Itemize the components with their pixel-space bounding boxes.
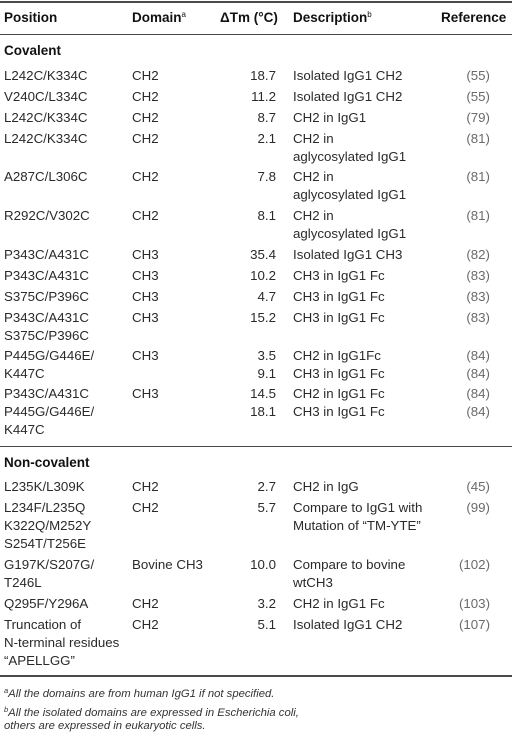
cell-delta-tm: 3.2 [257,596,277,611]
cell-position: S375C/P396C [4,289,90,304]
cell-position: L242C/K334C [4,68,88,83]
bottom-rule [0,675,512,677]
cell-domain: CH2 [132,617,159,632]
cell-reference: (84) (84) [466,386,490,419]
cell-reference: (81) [466,169,490,184]
cell-position: P343C/A431C [4,247,90,262]
cell-position: L242C/K334C [4,131,88,146]
cell-domain: CH3 [132,386,159,401]
cell-description: CH2 in IgG1 Fc [293,596,385,611]
cell-description: CH2 in IgG1 Fc CH3 in IgG1 Fc [293,386,385,419]
header-reference: Reference [441,10,507,25]
cell-domain: Bovine CH3 [132,557,203,572]
cell-position: G197K/S207G/ T246L [4,557,95,590]
header-description: Descriptionb [293,10,372,25]
cell-reference: (45) [466,479,490,494]
cell-reference: (81) [466,208,490,223]
header-position: Position [4,10,58,25]
cell-position: P343C/A431C P445G/G446E/ K447C [4,386,95,437]
cell-delta-tm: 3.5 9.1 [257,348,277,381]
cell-reference: (83) [466,310,490,325]
cell-position: L234F/L235Q K322Q/M252Y S254T/T256E [4,500,92,551]
cell-domain: CH2 [132,131,159,146]
cell-description: Isolated IgG1 CH2 [293,89,403,104]
cell-delta-tm: 14.5 18.1 [250,386,276,419]
cell-description: CH3 in IgG1 Fc [293,289,385,304]
cell-position: P343C/A431C S375C/P396C [4,310,90,343]
cell-domain: CH3 [132,247,159,262]
cell-description: Isolated IgG1 CH3 [293,247,403,262]
cell-position: R292C/V302C [4,208,90,223]
cell-delta-tm: 8.7 [257,110,277,125]
cell-domain: CH3 [132,289,159,304]
cell-reference: (83) [466,268,490,283]
cell-description: CH2 in aglycosylated IgG1 [293,169,407,202]
cell-position: Truncation of N-terminal residues “APELL… [4,617,120,668]
cell-description: Compare to IgG1 with Mutation of “TM-YTE… [293,500,423,533]
cell-position: Q295F/Y296A [4,596,89,611]
footnote-b-continued: others are expressed in eukaryotic cells… [4,720,206,732]
cell-description: Isolated IgG1 CH2 [293,617,403,632]
cell-reference: (82) [466,247,490,262]
cell-delta-tm: 2.1 [257,131,277,146]
cell-reference: (107) [458,617,490,632]
cell-domain: CH2 [132,110,159,125]
top-rule [0,1,512,3]
cell-delta-tm: 5.7 [257,500,277,515]
cell-description: CH2 in aglycosylated IgG1 [293,208,407,241]
cell-description: Compare to bovine wtCH3 [293,557,406,590]
section-title-non-covalent: Non-covalent [4,455,90,470]
cell-delta-tm: 2.7 [257,479,277,494]
cell-description: Isolated IgG1 CH2 [293,68,403,83]
cell-domain: CH2 [132,479,159,494]
cell-description: CH2 in aglycosylated IgG1 [293,131,407,164]
cell-domain: CH2 [132,68,159,83]
cell-reference: (103) [458,596,490,611]
cell-position: L235K/L309K [4,479,85,494]
cell-reference: (99) [466,500,490,515]
cell-domain: CH2 [132,500,159,515]
cell-description: CH2 in IgG [293,479,359,494]
cell-domain: CH3 [132,268,159,283]
cell-domain: CH2 [132,208,159,223]
footnote-b: bAll the isolated domains are expressed … [4,705,299,719]
cell-domain: CH2 [132,596,159,611]
cell-domain: CH2 [132,169,159,184]
cell-description: CH2 in IgG1 [293,110,367,125]
cell-position: L242C/K334C [4,110,88,125]
cell-domain: CH3 [132,310,159,325]
cell-delta-tm: 8.1 [257,208,277,223]
cell-position: P343C/A431C [4,268,90,283]
section-title-covalent: Covalent [4,43,62,58]
cell-domain: CH2 [132,89,159,104]
cell-position: A287C/L306C [4,169,88,184]
cell-delta-tm: 15.2 [250,310,276,325]
cell-description: CH2 in IgG1Fc CH3 in IgG1 Fc [293,348,385,381]
cell-delta-tm: 35.4 [250,247,276,262]
footnote-a: aAll the domains are from human IgG1 if … [4,686,275,700]
cell-domain: CH3 [132,348,159,363]
header-domain: Domaina [132,10,186,25]
cell-position: V240C/L334C [4,89,88,104]
cell-delta-tm: 10.2 [250,268,276,283]
cell-delta-tm: 4.7 [257,289,277,304]
cell-reference: (84) (84) [466,348,490,381]
header-delta-tm: ΔTm (°C) [220,10,278,25]
cell-description: CH3 in IgG1 Fc [293,268,385,283]
cell-delta-tm: 5.1 [257,617,277,632]
cell-reference: (83) [466,289,490,304]
cell-reference: (81) [466,131,490,146]
cell-delta-tm: 7.8 [257,169,277,184]
cell-reference: (55) [466,89,490,104]
cell-delta-tm: 10.0 [250,557,276,572]
cell-description: CH3 in IgG1 Fc [293,310,385,325]
cell-reference: (79) [466,110,490,125]
cell-reference: (55) [466,68,490,83]
section-rule [0,446,512,447]
cell-reference: (102) [458,557,490,572]
cell-delta-tm: 18.7 [250,68,276,83]
cell-delta-tm: 11.2 [251,89,276,104]
cell-position: P445G/G446E/ K447C [4,348,95,381]
header-rule [0,34,512,35]
